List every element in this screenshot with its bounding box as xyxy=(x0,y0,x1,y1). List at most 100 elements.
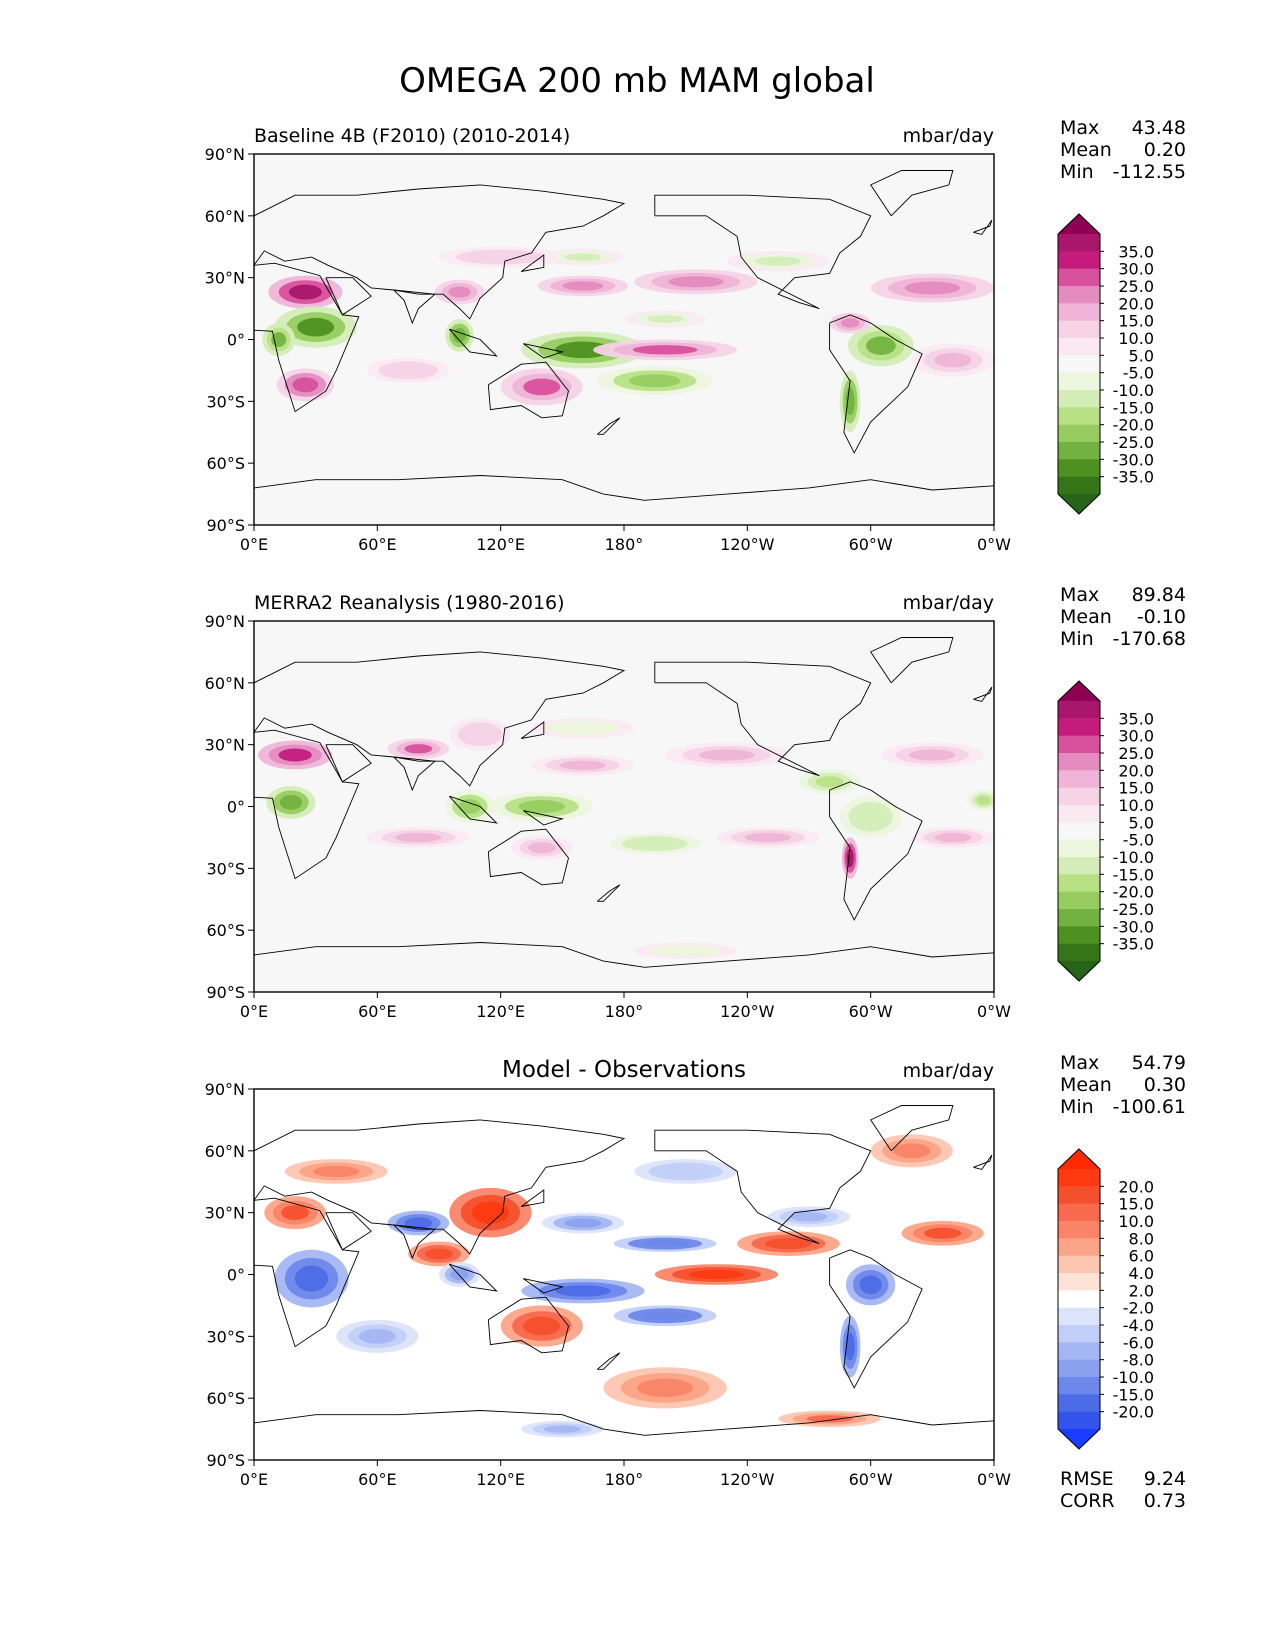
coastline-path xyxy=(520,1189,545,1207)
field-region xyxy=(641,1239,689,1248)
field-layer xyxy=(264,1134,984,1438)
colorbar-label: 25.0 xyxy=(1118,744,1154,763)
colorbar-band xyxy=(1058,1342,1100,1361)
colorbar-label: -2.0 xyxy=(1123,1299,1154,1318)
coastline-path xyxy=(973,1154,993,1170)
coastline-path xyxy=(254,729,360,880)
colorbar-label: 20.0 xyxy=(1118,1177,1154,1196)
colorbar-band xyxy=(1058,459,1100,478)
colorbar-band xyxy=(1058,1411,1100,1430)
colorbar-label: -15.0 xyxy=(1113,398,1154,417)
coastline-path xyxy=(393,1224,436,1260)
colorbar-band xyxy=(1058,839,1100,858)
field-layer xyxy=(262,246,994,433)
field-region xyxy=(976,795,992,805)
field-region xyxy=(628,374,681,388)
y-tick-label: 0° xyxy=(227,331,245,350)
coastline-path xyxy=(870,1105,954,1152)
coastline-path xyxy=(597,884,621,902)
colorbar-band xyxy=(1058,770,1100,789)
field-region xyxy=(904,281,961,295)
colorbar-extend-bottom xyxy=(1058,1429,1100,1449)
y-tick-label: 90°N xyxy=(205,612,245,631)
colorbar-label: -6.0 xyxy=(1123,1333,1154,1352)
colorbar-band xyxy=(1058,909,1100,927)
field-region xyxy=(790,1212,828,1222)
x-tick-label: 120°W xyxy=(720,535,775,554)
coastline-path xyxy=(325,1212,372,1251)
coastline-path xyxy=(254,1197,360,1348)
colorbar-band xyxy=(1058,718,1100,737)
colorbar-band xyxy=(1058,286,1100,304)
field-region xyxy=(313,1165,360,1178)
field-region xyxy=(668,276,724,288)
x-tick-label: 60°E xyxy=(358,1470,396,1489)
coastline-path xyxy=(487,828,569,886)
colorbar-band xyxy=(1058,424,1100,443)
stat-value: 0.30 xyxy=(1144,1074,1186,1096)
field-region xyxy=(458,799,481,814)
extra-stat-label: CORR xyxy=(1060,1490,1115,1512)
colorbar-outline xyxy=(1057,680,1101,982)
colorbar-label: 20.0 xyxy=(1118,761,1154,780)
field-region xyxy=(806,1415,853,1423)
colorbar-band xyxy=(1058,320,1100,339)
coastline-path xyxy=(254,942,994,968)
colorbar-label: 8.0 xyxy=(1129,1229,1154,1248)
field-region xyxy=(523,1316,561,1336)
colorbar-label: 35.0 xyxy=(1118,709,1154,728)
colorbar-label: -25.0 xyxy=(1113,433,1154,452)
stat-label: Max xyxy=(1060,1052,1099,1074)
colorbar-band xyxy=(1058,1394,1100,1413)
stat-value: -0.10 xyxy=(1137,606,1186,628)
field-region xyxy=(637,1378,693,1398)
colorbar-label: -5.0 xyxy=(1123,364,1154,383)
coastline-path xyxy=(448,1263,498,1292)
colorbar-band xyxy=(1058,857,1100,875)
coastlines xyxy=(254,170,994,501)
x-tick-label: 0°E xyxy=(240,1002,268,1021)
field-region xyxy=(866,336,896,355)
field-region xyxy=(755,256,802,266)
colorbar-label: 2.0 xyxy=(1129,1281,1154,1300)
coastline-path xyxy=(597,1352,621,1370)
field-region xyxy=(555,1285,611,1297)
field-region xyxy=(934,352,972,368)
y-tick-label: 60°S xyxy=(206,1389,245,1408)
x-tick-label: 120°W xyxy=(720,1470,775,1489)
coastline-path xyxy=(523,343,565,359)
colorbar-extend-top xyxy=(1058,681,1100,701)
extra-stat-value: 0.73 xyxy=(1144,1490,1186,1512)
y-tick-label: 0° xyxy=(227,798,245,817)
units-label: mbar/day xyxy=(903,125,994,147)
colorbar-label: 10.0 xyxy=(1118,1212,1154,1231)
x-tick-label: 0°W xyxy=(977,1470,1011,1489)
y-tick-label: 30°S xyxy=(206,859,245,878)
field-region xyxy=(632,345,698,355)
x-tick-label: 180° xyxy=(605,1470,644,1489)
units-label: mbar/day xyxy=(903,1060,994,1082)
colorbar-label: 5.0 xyxy=(1129,346,1154,365)
colorbar-band xyxy=(1058,1203,1100,1222)
panel-center-title: Model - Observations xyxy=(502,1057,746,1083)
colorbar-label: 30.0 xyxy=(1118,260,1154,279)
colorbar-label: -8.0 xyxy=(1123,1351,1154,1370)
colorbar-band xyxy=(1058,1255,1100,1274)
colorbar-band xyxy=(1058,1359,1100,1378)
field-region xyxy=(297,317,335,337)
coastline-path xyxy=(520,721,545,739)
map-panel-3: 0°E 60°E 120°E 180° 120°W 60°W 0°W 90°N 60°N 30°N… xyxy=(205,1052,1186,1512)
colorbar-band xyxy=(1058,390,1100,408)
field-region xyxy=(294,1265,329,1292)
colorbar-label: -15.0 xyxy=(1113,865,1154,884)
colorbar-band xyxy=(1058,338,1100,356)
y-tick-label: 90°N xyxy=(205,145,245,164)
field-region xyxy=(278,748,312,762)
field-region xyxy=(358,1328,396,1344)
colorbar-label: -20.0 xyxy=(1113,883,1154,902)
colorbar-label: 10.0 xyxy=(1118,796,1154,815)
x-tick-label: 60°W xyxy=(849,535,893,554)
y-tick-label: 0° xyxy=(227,1266,245,1285)
x-tick-label: 60°E xyxy=(358,535,396,554)
field-region xyxy=(662,947,709,955)
